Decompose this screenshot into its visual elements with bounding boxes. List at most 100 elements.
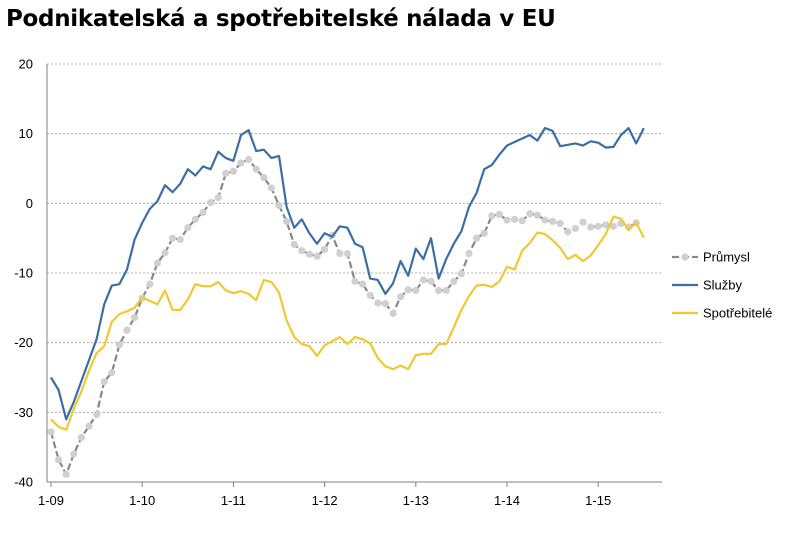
data-point (85, 422, 93, 430)
data-point (176, 235, 184, 244)
data-point (305, 250, 313, 258)
data-point (93, 410, 101, 419)
data-point (298, 247, 306, 255)
data-point (480, 229, 488, 237)
data-point (184, 224, 192, 232)
data-point (359, 280, 367, 288)
legend-label: Služby (703, 278, 743, 293)
data-point (594, 222, 602, 230)
data-point (77, 433, 85, 442)
data-point (526, 210, 534, 218)
data-point (564, 228, 572, 236)
data-point (587, 223, 595, 231)
data-point (131, 313, 139, 322)
data-point (222, 169, 230, 177)
data-point (495, 210, 503, 219)
y-tick-label: -10 (14, 266, 33, 281)
data-point (191, 215, 199, 223)
x-tick-label: 1-14 (494, 493, 520, 508)
x-tick-label: 1-11 (221, 493, 246, 508)
series-line-sluzby (50, 126, 645, 421)
series-line-spotrebitele (50, 215, 645, 431)
legend: Průmysl Služby Spotřebitelé (672, 250, 772, 321)
data-point (473, 234, 481, 242)
grid-lines (47, 63, 662, 413)
data-point (123, 326, 131, 334)
data-point (457, 270, 465, 278)
data-point (275, 201, 283, 210)
data-point (503, 216, 511, 224)
x-tick-label: 1-09 (38, 493, 64, 508)
data-point (374, 299, 382, 307)
data-point (161, 249, 169, 257)
legend-label: Spotřebitelé (703, 306, 772, 321)
data-point (108, 369, 116, 377)
data-point (397, 293, 405, 301)
data-point (100, 378, 108, 386)
data-point (602, 221, 610, 229)
data-point (252, 165, 260, 173)
data-point (579, 218, 587, 226)
data-point (488, 212, 496, 220)
data-point (153, 259, 161, 267)
data-point (541, 216, 549, 224)
data-point (609, 222, 618, 230)
data-point (571, 224, 580, 233)
data-point (245, 155, 253, 164)
data-point (214, 194, 222, 202)
legend-label: Průmysl (703, 250, 750, 265)
data-point (70, 450, 78, 458)
y-tick-label: 10 (19, 126, 33, 141)
data-point (435, 286, 443, 295)
data-point (465, 249, 473, 258)
data-point (207, 199, 215, 207)
y-tick-label: 20 (19, 57, 33, 72)
data-point (450, 277, 458, 285)
data-point (229, 167, 237, 175)
data-point (313, 252, 321, 260)
data-point (549, 217, 557, 226)
data-point (336, 249, 344, 258)
data-point (47, 428, 55, 436)
series-lines (47, 126, 645, 478)
x-tick-label: 1-12 (312, 493, 338, 508)
data-point (381, 300, 389, 308)
data-point (169, 234, 177, 242)
x-tick-label: 1-15 (585, 493, 611, 508)
data-point (510, 215, 519, 223)
data-point (260, 173, 268, 182)
data-point (62, 470, 70, 478)
data-point (146, 280, 154, 288)
data-point (321, 245, 329, 253)
data-point (533, 211, 542, 219)
data-point (267, 184, 275, 192)
y-tick-label: -40 (14, 475, 33, 490)
data-point (412, 286, 420, 295)
data-point (343, 249, 351, 258)
data-point (518, 217, 526, 225)
axes: -40 -30 -20 -10 0 10 20 1-09 1-10 1-11 1-12 1-13 1-1… (14, 57, 662, 508)
data-point (404, 286, 412, 294)
data-point (115, 341, 123, 349)
data-point (366, 291, 374, 299)
data-point (419, 276, 427, 284)
data-point (283, 217, 291, 226)
series-line-prumysl (49, 158, 637, 476)
y-tick-label: -20 (14, 335, 33, 350)
x-tick-label: 1-10 (129, 493, 155, 508)
chart-title: Podnikatelská a spotřebitelské nálada v … (6, 6, 556, 32)
x-tick-label: 1-13 (403, 493, 429, 508)
data-point (351, 277, 359, 285)
data-point (55, 456, 63, 464)
data-point (389, 309, 397, 318)
data-point (237, 159, 245, 167)
data-point (199, 208, 207, 216)
y-tick-label: -30 (14, 405, 33, 420)
legend-marker (681, 253, 689, 261)
data-point (290, 240, 298, 249)
data-point (427, 277, 435, 285)
y-tick-label: 0 (26, 196, 33, 211)
data-point (442, 286, 450, 295)
data-point (556, 219, 564, 228)
